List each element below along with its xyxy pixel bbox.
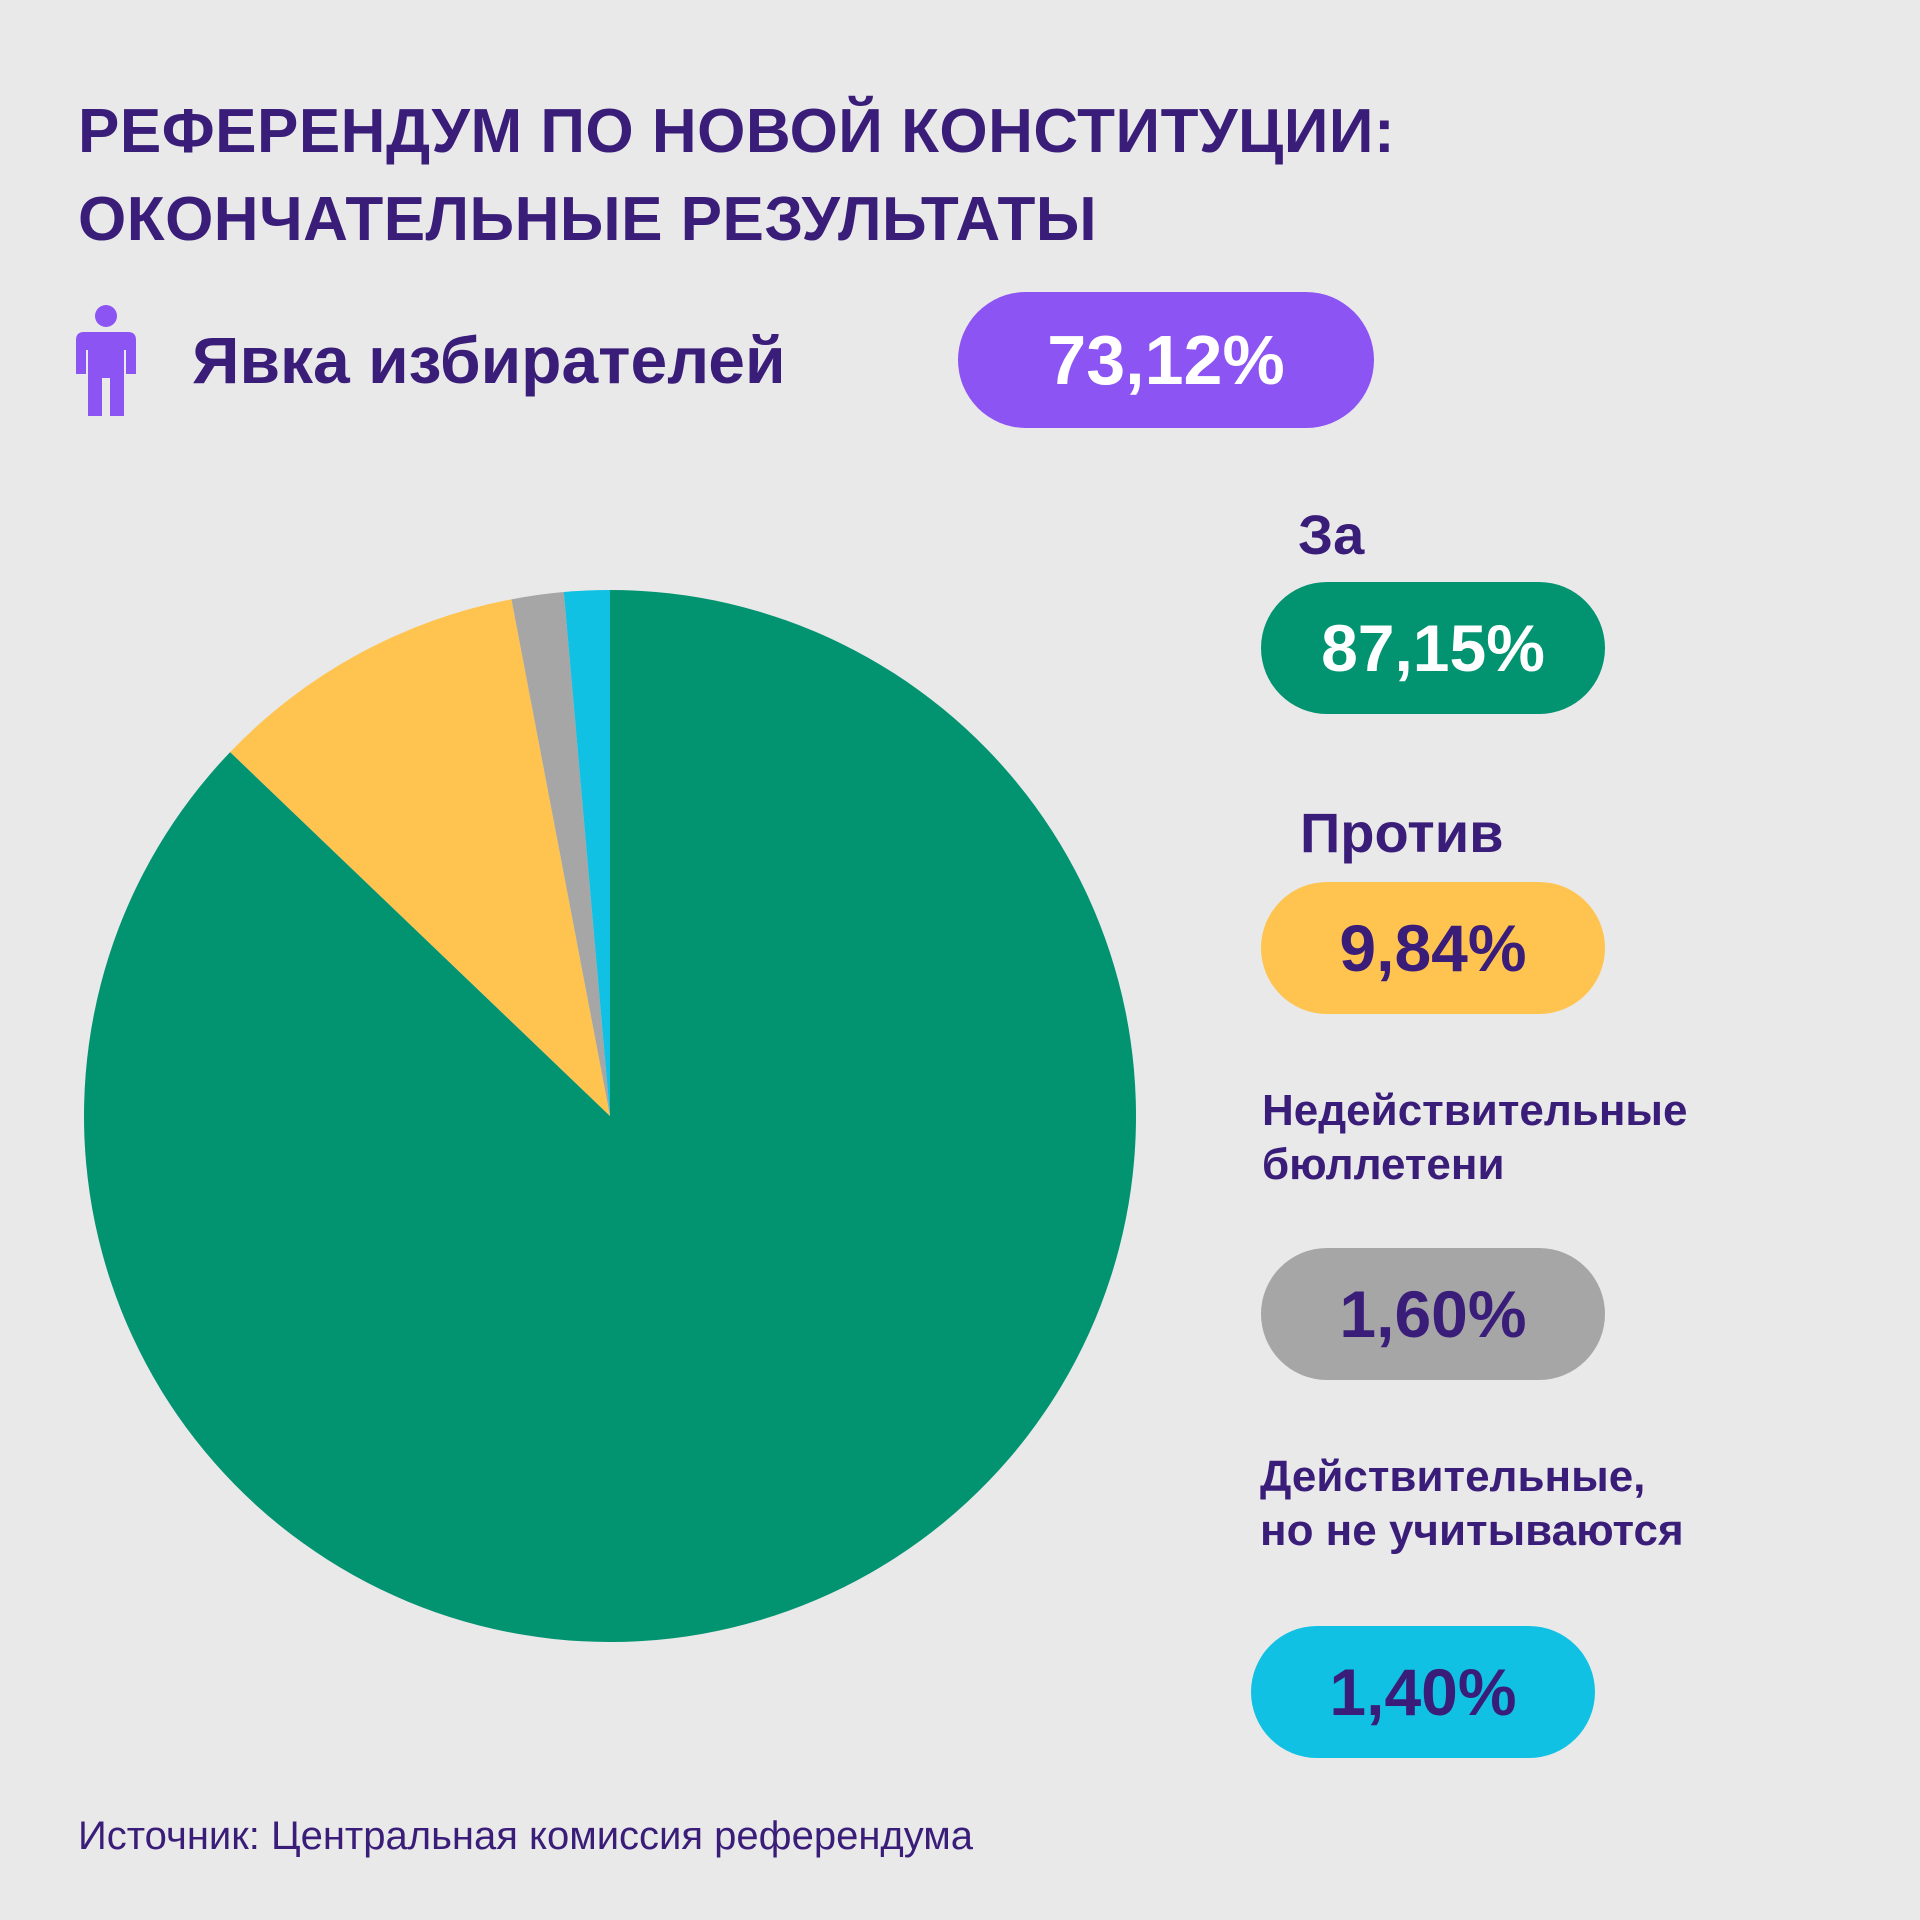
legend-label-invalid: Недействительные бюллетени bbox=[1262, 1084, 1687, 1192]
chart-title-line-1: РЕФЕРЕНДУМ ПО НОВОЙ КОНСТИТУЦИИ: bbox=[78, 97, 1396, 166]
chart-title: РЕФЕРЕНДУМ ПО НОВОЙ КОНСТИТУЦИИ: ОКОНЧАТ… bbox=[78, 88, 1778, 264]
legend-value-valid-not-counted: 1,40% bbox=[1251, 1626, 1595, 1758]
chart-title-line-2: ОКОНЧАТЕЛЬНЫЕ РЕЗУЛЬТАТЫ bbox=[78, 185, 1098, 254]
legend-value-za: 87,15% bbox=[1261, 582, 1605, 714]
legend-label-valid-not-counted: Действительные, но не учитываются bbox=[1260, 1450, 1684, 1558]
legend-value-invalid: 1,60% bbox=[1261, 1248, 1605, 1380]
legend-label-valid-line-2: но не учитываются bbox=[1260, 1506, 1684, 1555]
pie-slice-valid-not-counted bbox=[563, 590, 610, 1116]
legend-label-za: За bbox=[1298, 503, 1365, 566]
source-note: Источник: Центральная комиссия референду… bbox=[78, 1814, 974, 1858]
legend-label-valid-line-1: Действительные, bbox=[1260, 1452, 1646, 1501]
pie-slice-invalid bbox=[511, 592, 610, 1116]
legend-label-invalid-line-1: Недействительные bbox=[1262, 1086, 1688, 1135]
pie-slice-protiv bbox=[230, 599, 610, 1116]
person-icon bbox=[76, 305, 136, 416]
legend-value-protiv: 9,84% bbox=[1261, 882, 1605, 1014]
turnout-label: Явка избирателей bbox=[192, 323, 786, 397]
turnout-value-badge: 73,12% bbox=[958, 292, 1374, 428]
legend-label-protiv: Против bbox=[1300, 801, 1504, 864]
legend-label-invalid-line-2: бюллетени bbox=[1262, 1140, 1505, 1189]
